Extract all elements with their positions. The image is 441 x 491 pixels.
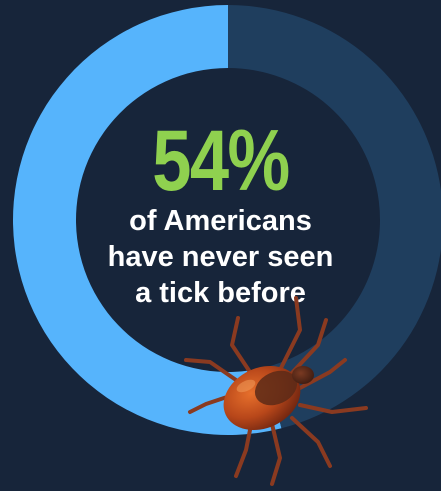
- donut-slice-remainder: [228, 5, 441, 429]
- stat-caption-line-2: have never seen: [107, 241, 334, 273]
- tick-head: [292, 366, 314, 384]
- stat-caption: of Americans have never seen a tick befo…: [0, 203, 441, 311]
- donut-slice-highlight: [13, 5, 282, 435]
- stat-value: 54%: [152, 113, 290, 209]
- stat-caption-line-1: of Americans: [129, 205, 312, 237]
- tick-shell: [254, 370, 298, 406]
- stat-caption-line-3: a tick before: [135, 277, 306, 309]
